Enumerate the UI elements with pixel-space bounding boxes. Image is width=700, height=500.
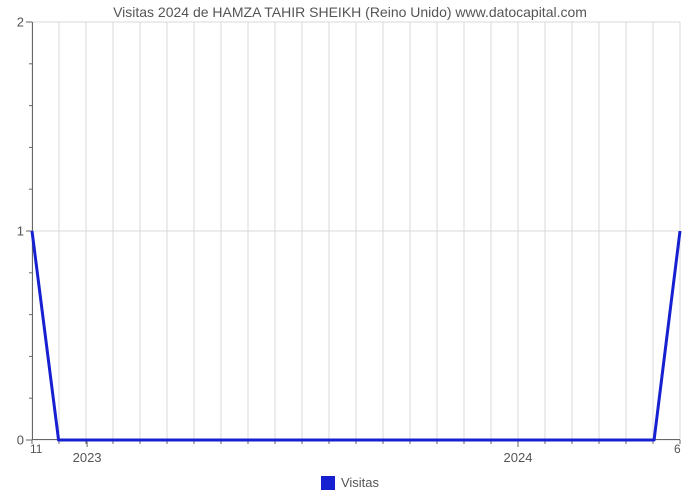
y-tick-label: 2 [2,15,24,30]
y-tick-label: 1 [2,224,24,239]
chart-title: Visitas 2024 de HAMZA TAHIR SHEIKH (Rein… [0,4,700,20]
corner-label-left: 11 [30,442,42,456]
legend: Visitas [0,475,700,495]
legend-item: Visitas [321,475,379,490]
legend-label: Visitas [341,475,379,490]
y-tick-label: 0 [2,433,24,448]
x-tick-label: 2024 [504,450,533,465]
legend-swatch [321,476,335,490]
chart-container: Visitas 2024 de HAMZA TAHIR SHEIKH (Rein… [0,0,700,500]
plot-area [32,22,680,440]
corner-label-right: 6 [674,442,681,456]
x-tick-label: 2023 [73,450,102,465]
